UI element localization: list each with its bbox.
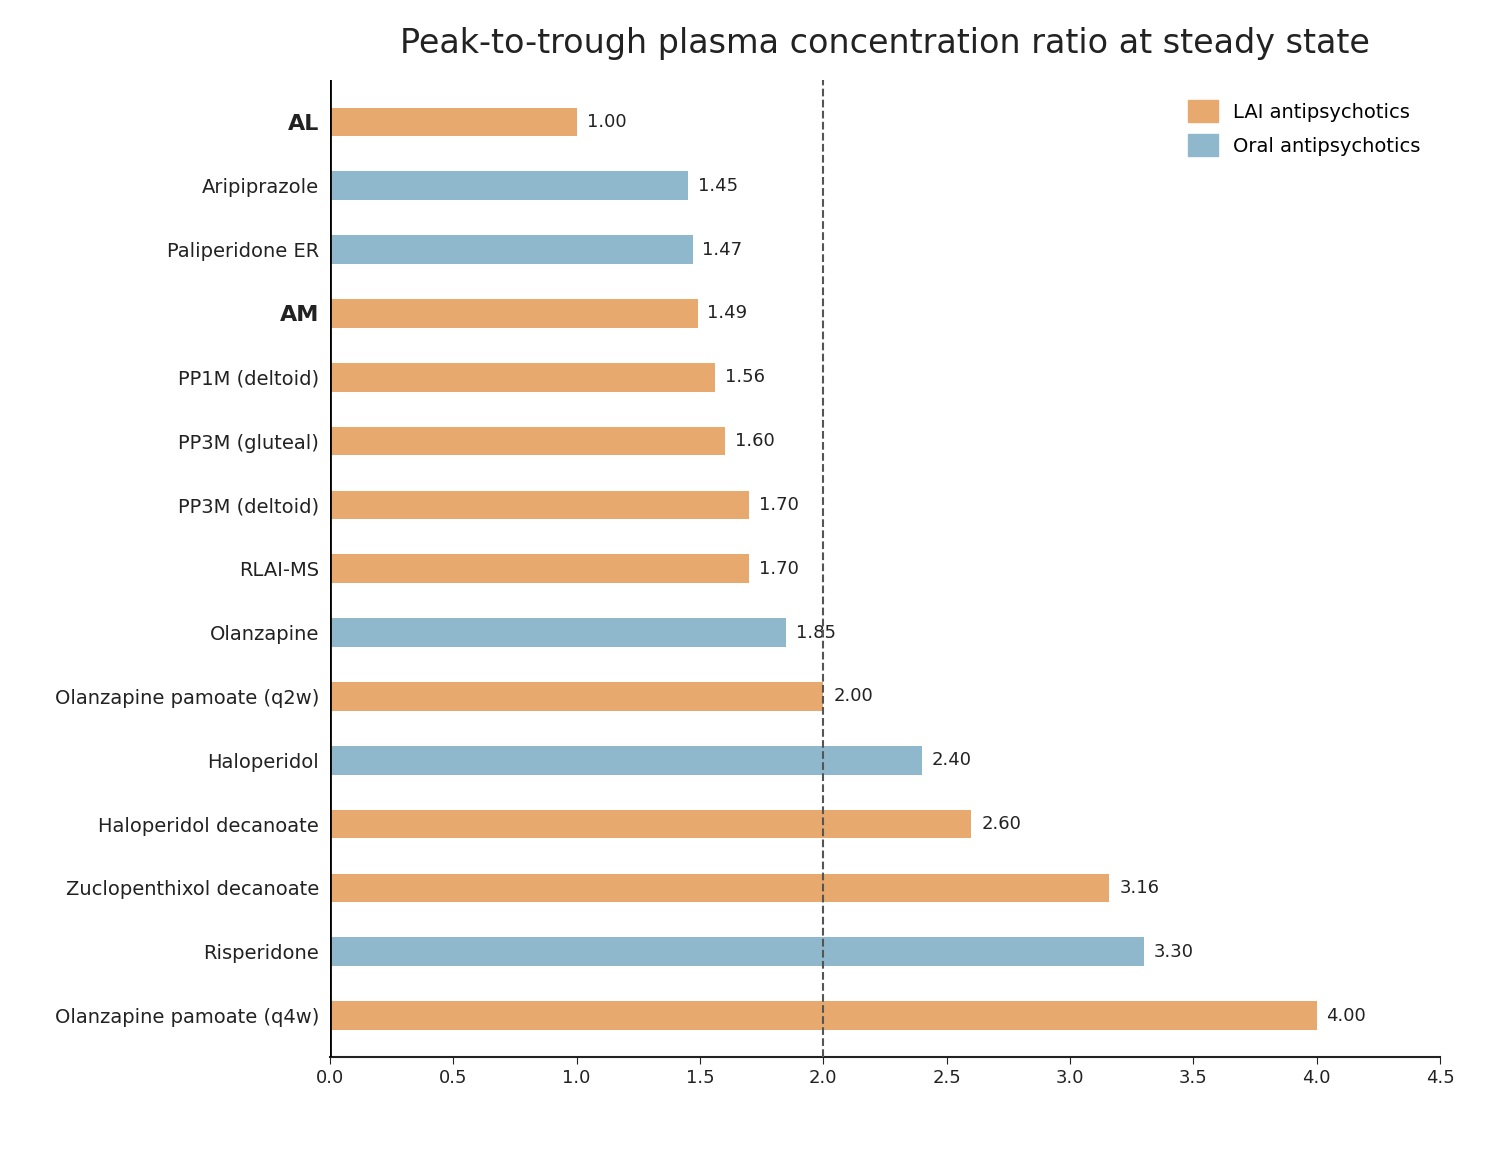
- Bar: [330, 363, 716, 392]
- Text: 1.70: 1.70: [759, 560, 800, 578]
- Bar: [330, 746, 922, 774]
- Text: 1.00: 1.00: [586, 113, 626, 131]
- Bar: [330, 938, 1144, 966]
- Text: 1.70: 1.70: [759, 496, 800, 514]
- Text: 3.16: 3.16: [1119, 879, 1160, 897]
- Text: 1.85: 1.85: [796, 624, 836, 641]
- Text: 1.49: 1.49: [708, 304, 747, 323]
- Text: 2.40: 2.40: [932, 751, 972, 769]
- Bar: [330, 683, 824, 711]
- Bar: [330, 171, 687, 200]
- Text: 1.45: 1.45: [698, 177, 738, 194]
- Text: 3.30: 3.30: [1154, 943, 1194, 961]
- Bar: [330, 491, 750, 519]
- Title: Peak-to-trough plasma concentration ratio at steady state: Peak-to-trough plasma concentration rati…: [400, 26, 1370, 60]
- Text: 2.60: 2.60: [981, 815, 1022, 833]
- Bar: [330, 554, 750, 583]
- Text: 2.00: 2.00: [833, 687, 873, 705]
- Bar: [330, 1001, 1317, 1030]
- Legend: LAI antipsychotics, Oral antipsychotics: LAI antipsychotics, Oral antipsychotics: [1179, 90, 1431, 167]
- Text: 1.56: 1.56: [724, 369, 765, 386]
- Bar: [330, 299, 698, 327]
- Bar: [330, 873, 1110, 902]
- Bar: [330, 810, 972, 839]
- Text: 4.00: 4.00: [1326, 1007, 1366, 1025]
- Bar: [330, 426, 724, 455]
- Bar: [330, 108, 576, 137]
- Bar: [330, 236, 693, 264]
- Text: 1.60: 1.60: [735, 432, 774, 450]
- Text: 1.47: 1.47: [702, 240, 742, 259]
- Bar: [330, 618, 786, 647]
